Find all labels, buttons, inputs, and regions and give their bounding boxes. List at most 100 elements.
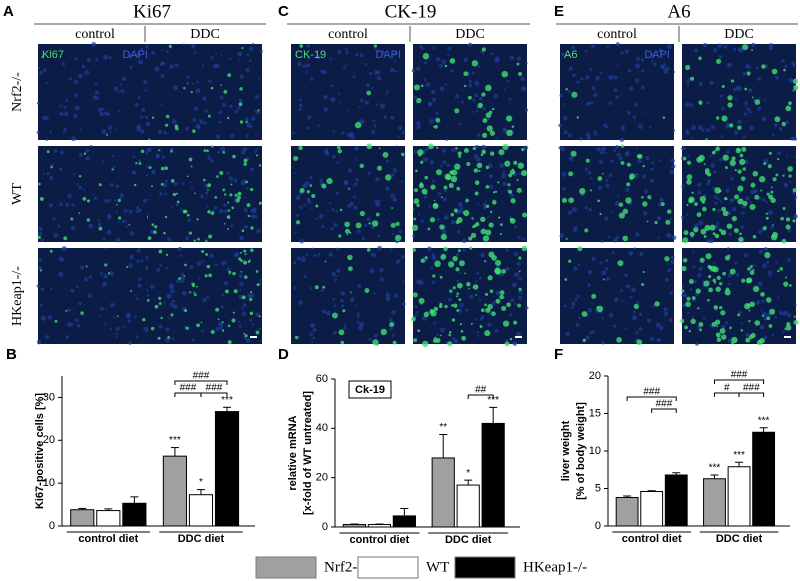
nucleus bbox=[687, 311, 690, 314]
panel-letter: E bbox=[554, 3, 564, 20]
nucleus bbox=[71, 136, 77, 142]
nucleus bbox=[559, 93, 564, 98]
nucleus bbox=[723, 44, 728, 49]
nucleus bbox=[38, 231, 43, 236]
nucleus bbox=[70, 288, 75, 293]
nucleus bbox=[82, 188, 86, 192]
stain-signal bbox=[207, 183, 212, 188]
stain-signal bbox=[510, 198, 516, 204]
micrograph bbox=[558, 42, 676, 143]
stain-signal bbox=[237, 191, 242, 196]
stain-signal bbox=[449, 58, 456, 64]
stain-signal bbox=[473, 168, 479, 173]
stain-signal bbox=[321, 183, 327, 189]
nucleus bbox=[421, 316, 427, 321]
nucleus bbox=[465, 308, 469, 312]
nucleus bbox=[476, 106, 479, 109]
nucleus bbox=[369, 268, 375, 274]
stain-signal bbox=[777, 158, 780, 161]
stain-signal bbox=[469, 246, 473, 250]
nucleus bbox=[765, 200, 768, 204]
stain-signal bbox=[448, 183, 454, 189]
nucleus bbox=[793, 196, 797, 200]
stain-signal bbox=[491, 255, 497, 261]
stain-signal bbox=[192, 284, 195, 288]
nucleus bbox=[563, 116, 568, 121]
stain-signal bbox=[694, 202, 698, 206]
column-header: DDC bbox=[190, 27, 220, 42]
micrograph-bg bbox=[148, 146, 262, 242]
nucleus bbox=[187, 218, 192, 223]
nucleus bbox=[355, 158, 358, 161]
micrograph-bg bbox=[291, 44, 405, 140]
stain-signal bbox=[250, 187, 254, 192]
nucleus bbox=[426, 246, 432, 252]
nucleus bbox=[312, 336, 316, 340]
nucleus bbox=[103, 273, 109, 279]
nucleus bbox=[373, 333, 378, 338]
nucleus bbox=[241, 311, 246, 316]
nucleus bbox=[205, 191, 209, 195]
stain-signal bbox=[412, 208, 414, 211]
stain-signal bbox=[354, 121, 362, 129]
nucleus bbox=[312, 328, 317, 332]
stain-signal bbox=[745, 277, 752, 284]
stain-signal bbox=[413, 198, 420, 205]
nucleus bbox=[160, 73, 165, 78]
nucleus bbox=[40, 287, 45, 292]
nucleus bbox=[414, 305, 418, 309]
nucleus bbox=[635, 331, 639, 335]
nucleus bbox=[238, 324, 242, 328]
bar bbox=[752, 431, 776, 527]
nucleus bbox=[491, 301, 496, 306]
nucleus bbox=[478, 96, 483, 101]
stain-signal bbox=[498, 149, 505, 156]
stain-signal bbox=[172, 192, 177, 197]
nucleus bbox=[520, 76, 526, 82]
stain-signal bbox=[456, 282, 463, 289]
nucleus bbox=[241, 306, 244, 310]
nucleus bbox=[200, 194, 204, 199]
nucleus bbox=[53, 232, 59, 238]
nucleus bbox=[639, 252, 644, 257]
stain-signal bbox=[494, 259, 502, 266]
stain-signal bbox=[463, 84, 467, 88]
stain-signal bbox=[642, 164, 645, 168]
stain-signal bbox=[453, 208, 458, 213]
nucleus bbox=[587, 308, 593, 313]
nucleus bbox=[250, 125, 253, 128]
stain-signal bbox=[468, 236, 473, 241]
nucleus bbox=[707, 179, 711, 183]
nucleus bbox=[333, 222, 338, 227]
nucleus bbox=[165, 179, 169, 183]
nucleus bbox=[472, 98, 476, 102]
nucleus bbox=[98, 222, 102, 227]
stain-signal bbox=[722, 154, 729, 161]
stain-signal bbox=[517, 162, 525, 169]
stain-signal bbox=[744, 303, 751, 310]
nucleus bbox=[706, 182, 710, 186]
nucleus bbox=[370, 130, 376, 135]
stain-signal bbox=[491, 107, 495, 111]
nucleus bbox=[191, 44, 196, 49]
nucleus bbox=[356, 320, 360, 324]
stain-signal bbox=[185, 326, 189, 330]
stain-signal bbox=[250, 248, 254, 252]
stain-signal bbox=[160, 166, 165, 171]
stain-signal bbox=[579, 187, 586, 195]
stain-signal bbox=[584, 228, 589, 233]
stain-signal bbox=[688, 279, 694, 284]
nucleus bbox=[357, 229, 361, 234]
nucleus bbox=[615, 145, 619, 149]
nucleus bbox=[140, 47, 144, 51]
nucleus bbox=[115, 184, 120, 189]
nucleus bbox=[616, 64, 619, 67]
nucleus bbox=[462, 238, 467, 244]
stain-signal bbox=[497, 181, 500, 184]
nucleus bbox=[366, 217, 371, 222]
stain-signal bbox=[568, 259, 572, 263]
nucleus bbox=[86, 57, 91, 62]
nucleus bbox=[126, 313, 131, 319]
nucleus bbox=[87, 293, 93, 299]
nucleus bbox=[304, 71, 308, 74]
